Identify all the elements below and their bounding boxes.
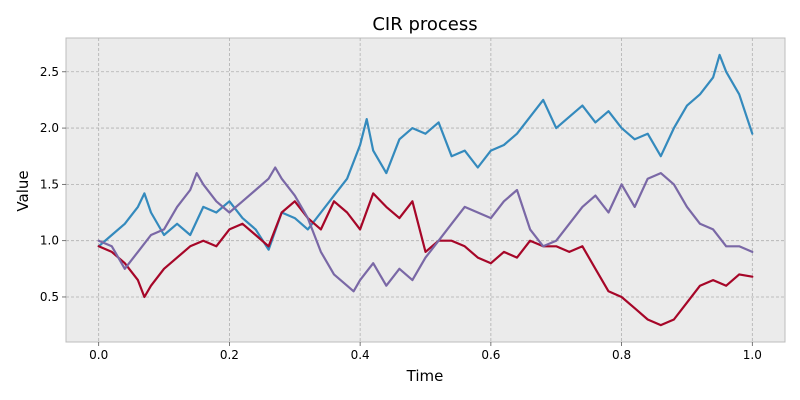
x-tick-label: 1.0: [743, 348, 762, 362]
y-tick-label: 0.5: [40, 290, 59, 304]
x-tick-label: 0.6: [481, 348, 500, 362]
x-tick-label: 0.8: [612, 348, 631, 362]
x-tick-label: 0.0: [89, 348, 108, 362]
y-tick-label: 2.5: [40, 65, 59, 79]
y-tick-label: 1.0: [40, 234, 59, 248]
series-layer: [97, 53, 754, 327]
chart-title: CIR process: [372, 14, 477, 35]
series-line-1: [97, 53, 754, 251]
grid-layer: [66, 38, 785, 342]
x-tick-label: 0.2: [220, 348, 239, 362]
plot-area: [65, 37, 786, 343]
series-line-3: [97, 166, 754, 293]
tick-layer: 0.0 0.2 0.4 0.6 0.8 1.0 0.5 1.0 1.5 2.0 2.5: [40, 65, 762, 362]
series-line-2: [97, 192, 754, 327]
y-tick-label: 1.5: [40, 177, 59, 191]
y-tick-label: 2.0: [40, 121, 59, 135]
x-tick-label: 0.4: [351, 348, 370, 362]
x-axis-label: Time: [406, 367, 444, 385]
y-axis-label: Value: [14, 170, 32, 211]
